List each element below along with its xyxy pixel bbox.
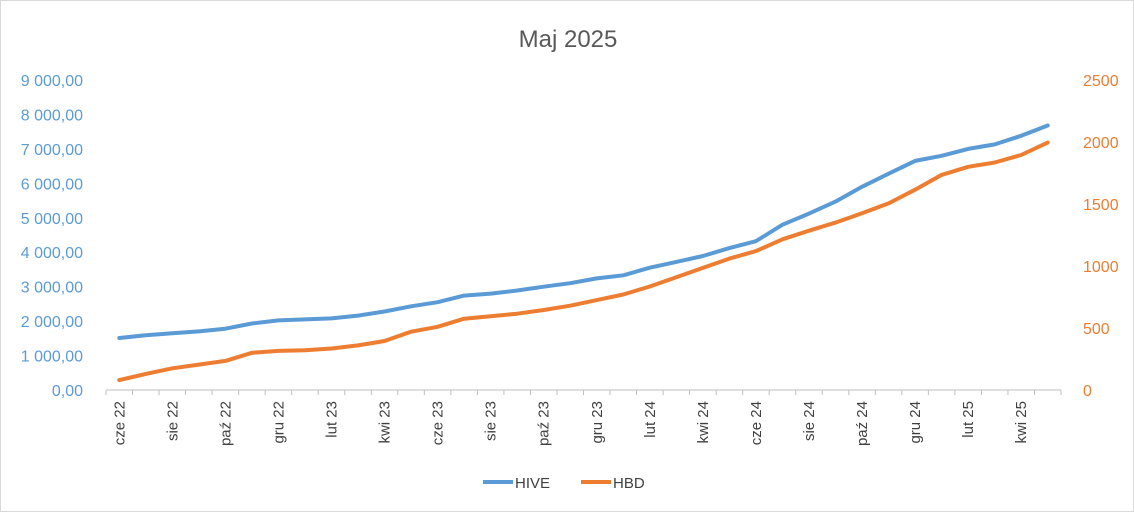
legend: HIVE HBD bbox=[483, 475, 645, 492]
x-tick-label: kwi 25 bbox=[1013, 401, 1030, 444]
right-tick-label: 1500 bbox=[1083, 197, 1119, 214]
x-tick-label: kwi 24 bbox=[695, 401, 712, 444]
right-tick-label: 2000 bbox=[1083, 135, 1119, 152]
right-tick-label: 500 bbox=[1083, 321, 1110, 338]
left-tick-label: 9 000,00 bbox=[21, 73, 83, 90]
x-tick-label: paź 23 bbox=[536, 401, 553, 446]
x-tick-label: lut 24 bbox=[642, 401, 659, 438]
right-tick-label: 1000 bbox=[1083, 259, 1119, 276]
x-tick-label: gru 23 bbox=[589, 401, 606, 444]
right-axis-ticks: 0 500 1000 1500 2000 2500 bbox=[1083, 73, 1119, 400]
left-axis-ticks: 0,00 1 000,00 2 000,00 3 000,00 4 000,00 5 00… bbox=[21, 73, 83, 400]
left-tick-label: 2 000,00 bbox=[21, 314, 83, 331]
x-tick-label: cze 22 bbox=[111, 401, 128, 445]
x-axis: cze 22 sie 22 paź 22 gru 22 lut 23 kwi 23 cze … bbox=[105, 389, 1062, 446]
left-tick-label: 0,00 bbox=[52, 383, 83, 400]
right-tick-label: 2500 bbox=[1083, 73, 1119, 90]
left-tick-label: 4 000,00 bbox=[21, 245, 83, 262]
left-tick-label: 8 000,00 bbox=[21, 107, 83, 124]
left-tick-label: 6 000,00 bbox=[21, 176, 83, 193]
series-line-hive bbox=[117, 123, 1050, 340]
x-tick-label: paź 22 bbox=[217, 401, 234, 446]
left-tick-label: 1 000,00 bbox=[21, 349, 83, 366]
chart-title: Maj 2025 bbox=[519, 26, 618, 53]
x-tick-label: paź 24 bbox=[854, 401, 871, 446]
left-tick-label: 7 000,00 bbox=[21, 142, 83, 159]
x-tick-label: lut 23 bbox=[323, 401, 340, 438]
x-tick-label: gru 24 bbox=[907, 401, 924, 444]
legend-label-hive: HIVE bbox=[515, 475, 550, 492]
right-tick-label: 0 bbox=[1083, 383, 1092, 400]
left-tick-label: 5 000,00 bbox=[21, 211, 83, 228]
series-layer bbox=[117, 123, 1050, 383]
x-tick-label: lut 25 bbox=[960, 401, 977, 438]
x-tick-label: kwi 23 bbox=[377, 401, 394, 444]
x-tick-label: cze 24 bbox=[748, 401, 765, 445]
left-tick-label: 3 000,00 bbox=[21, 280, 83, 297]
x-tick-label: sie 23 bbox=[483, 401, 500, 441]
legend-label-hbd: HBD bbox=[613, 475, 645, 492]
x-tick-label: cze 23 bbox=[430, 401, 447, 445]
x-tick-label: sie 24 bbox=[801, 401, 818, 441]
series-line-hbd bbox=[117, 140, 1050, 383]
x-tick-label: sie 22 bbox=[164, 401, 181, 441]
x-tick-label: gru 22 bbox=[270, 401, 287, 444]
